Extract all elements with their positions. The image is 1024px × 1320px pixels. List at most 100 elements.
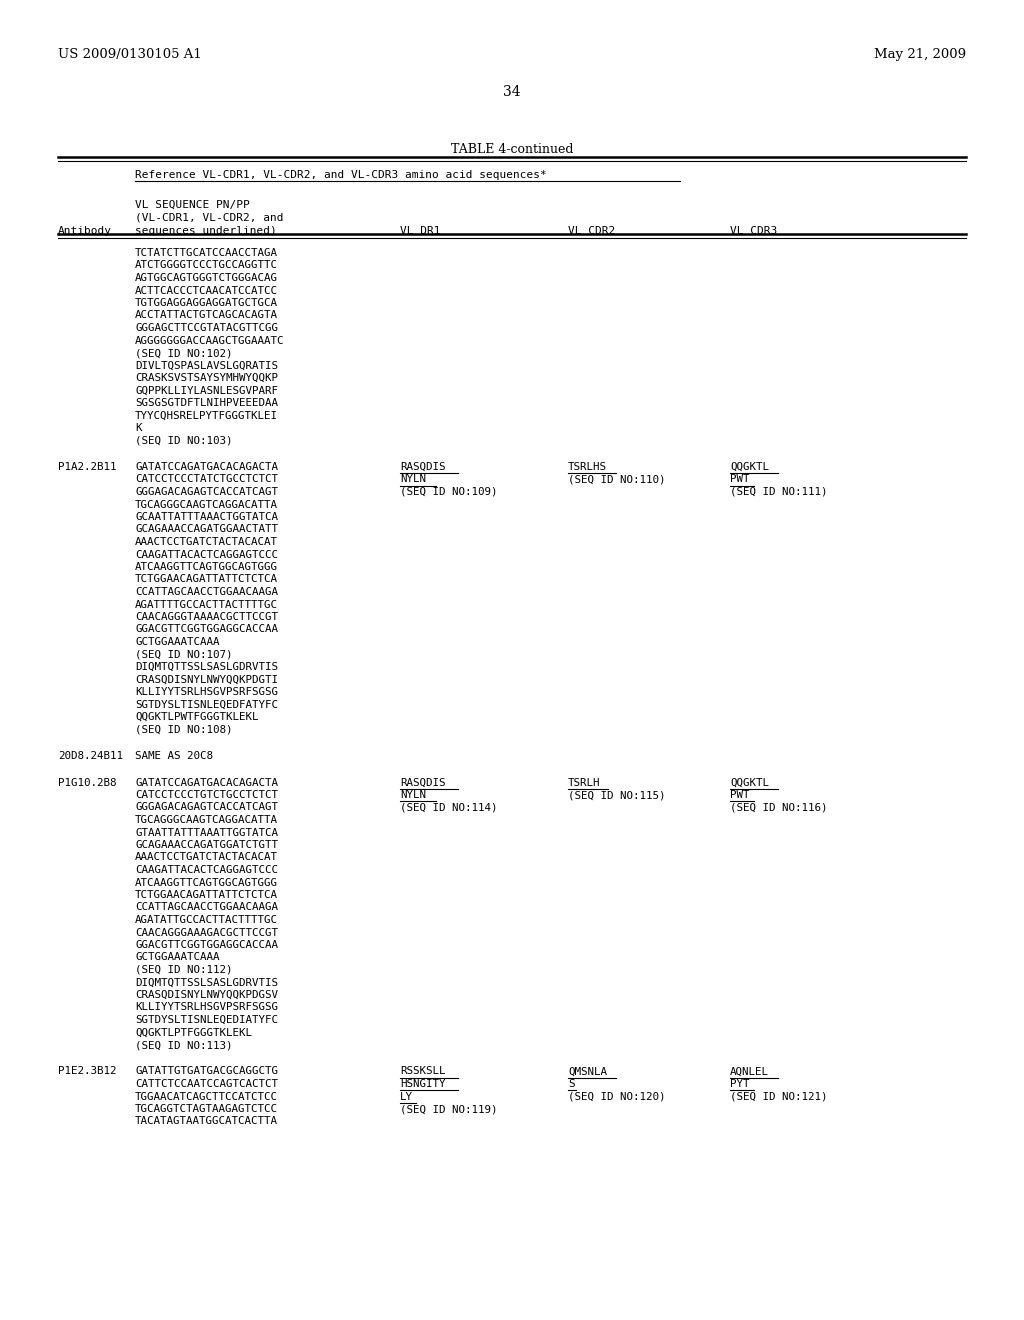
Text: GATATCCAGATGACACAGACTA: GATATCCAGATGACACAGACTA	[135, 777, 278, 788]
Text: GGACGTTCGGTGGAGGCACCAA: GGACGTTCGGTGGAGGCACCAA	[135, 624, 278, 635]
Text: AGGGGGGGACCAAGCTGGAAATC: AGGGGGGGACCAAGCTGGAAATC	[135, 335, 285, 346]
Text: ACCTATTACTGTCAGCACAGTA: ACCTATTACTGTCAGCACAGTA	[135, 310, 278, 321]
Text: ATCTGGGGTCCCTGCCAGGTTC: ATCTGGGGTCCCTGCCAGGTTC	[135, 260, 278, 271]
Text: VL SEQUENCE PN/PP: VL SEQUENCE PN/PP	[135, 201, 250, 210]
Text: S: S	[568, 1078, 574, 1089]
Text: QQGKTLPTFGGGTKLEKL: QQGKTLPTFGGGTKLEKL	[135, 1027, 252, 1038]
Text: CCATTAGCAACCTGGAACAAGA: CCATTAGCAACCTGGAACAAGA	[135, 587, 278, 597]
Text: AGTGGCAGTGGGTCTGGGACAG: AGTGGCAGTGGGTCTGGGACAG	[135, 273, 278, 282]
Text: CRASQDISNYLNWYQQKPDGTI: CRASQDISNYLNWYQQKPDGTI	[135, 675, 278, 685]
Text: (VL-CDR1, VL-CDR2, and: (VL-CDR1, VL-CDR2, and	[135, 213, 284, 223]
Text: CRASQDISNYLNWYQQKPDGSV: CRASQDISNYLNWYQQKPDGSV	[135, 990, 278, 1001]
Text: P1G10.2B8: P1G10.2B8	[58, 777, 117, 788]
Text: P1A2.2B11: P1A2.2B11	[58, 462, 117, 473]
Text: VL CDR3: VL CDR3	[730, 226, 777, 236]
Text: CAAGATTACACTCAGGAGTCCC: CAAGATTACACTCAGGAGTCCC	[135, 549, 278, 560]
Text: TGTGGAGGAGGAGGATGCTGCA: TGTGGAGGAGGAGGATGCTGCA	[135, 298, 278, 308]
Text: TCTATCTTGCATCCAACCTAGA: TCTATCTTGCATCCAACCTAGA	[135, 248, 278, 257]
Text: (SEQ ID NO:108): (SEQ ID NO:108)	[135, 725, 232, 734]
Text: K: K	[135, 422, 141, 433]
Text: NYLN: NYLN	[400, 789, 426, 800]
Text: GCAGAAACCAGATGGAACTATT: GCAGAAACCAGATGGAACTATT	[135, 524, 278, 535]
Text: AGATATTGCCACTTACTTTTGC: AGATATTGCCACTTACTTTTGC	[135, 915, 278, 925]
Text: PYT: PYT	[730, 1078, 750, 1089]
Text: KLLIYYTSRLHSGVPSRFSGSG: KLLIYYTSRLHSGVPSRFSGSG	[135, 686, 278, 697]
Text: TGGAACATCAGCTTCCATCTCC: TGGAACATCAGCTTCCATCTCC	[135, 1092, 278, 1101]
Text: VL DR1: VL DR1	[400, 226, 440, 236]
Text: GGGAGACAGAGTCACCATCAGT: GGGAGACAGAGTCACCATCAGT	[135, 803, 278, 813]
Text: ACTTCACCCTCAACATCCATCC: ACTTCACCCTCAACATCCATCC	[135, 285, 278, 296]
Text: DIQMTQTTSSLSASLGDRVTIS: DIQMTQTTSSLSASLGDRVTIS	[135, 663, 278, 672]
Text: RASQDIS: RASQDIS	[400, 462, 445, 473]
Text: (SEQ ID NO:107): (SEQ ID NO:107)	[135, 649, 232, 660]
Text: (SEQ ID NO:120): (SEQ ID NO:120)	[568, 1092, 666, 1101]
Text: TGCAGGTCTAGTAAGAGTCTCC: TGCAGGTCTAGTAAGAGTCTCC	[135, 1104, 278, 1114]
Text: TYYCQHSRELPYTFGGGTKLEI: TYYCQHSRELPYTFGGGTKLEI	[135, 411, 278, 421]
Text: (SEQ ID NO:119): (SEQ ID NO:119)	[400, 1104, 498, 1114]
Text: QMSNLA: QMSNLA	[568, 1067, 607, 1077]
Text: QQGKTL: QQGKTL	[730, 462, 769, 473]
Text: GGGAGACAGAGTCACCATCAGT: GGGAGACAGAGTCACCATCAGT	[135, 487, 278, 498]
Text: CATTCTCCAATCCAGTCACTCT: CATTCTCCAATCCAGTCACTCT	[135, 1078, 278, 1089]
Text: GQPPKLLIYLASNLESGVPARF: GQPPKLLIYLASNLESGVPARF	[135, 385, 278, 396]
Text: SGTDYSLTISNLEQEDFATYFC: SGTDYSLTISNLEQEDFATYFC	[135, 700, 278, 710]
Text: (SEQ ID NO:121): (SEQ ID NO:121)	[730, 1092, 827, 1101]
Text: VL CDR2: VL CDR2	[568, 226, 615, 236]
Text: GCTGGAAATCAAA: GCTGGAAATCAAA	[135, 638, 219, 647]
Text: TCTGGAACAGATTATTCTCTCA: TCTGGAACAGATTATTCTCTCA	[135, 890, 278, 900]
Text: (SEQ ID NO:111): (SEQ ID NO:111)	[730, 487, 827, 498]
Text: GTAATTATTTAAATTGGTATCA: GTAATTATTTAAATTGGTATCA	[135, 828, 278, 837]
Text: TSRLH: TSRLH	[568, 777, 600, 788]
Text: AAACTCCTGATCTACTACACAT: AAACTCCTGATCTACTACACAT	[135, 537, 278, 546]
Text: (SEQ ID NO:113): (SEQ ID NO:113)	[135, 1040, 232, 1049]
Text: May 21, 2009: May 21, 2009	[873, 48, 966, 61]
Text: GATATCCAGATGACACAGACTA: GATATCCAGATGACACAGACTA	[135, 462, 278, 473]
Text: QQGKTL: QQGKTL	[730, 777, 769, 788]
Text: 20D8.24B11: 20D8.24B11	[58, 751, 123, 762]
Text: CCATTAGCAACCTGGAACAAGA: CCATTAGCAACCTGGAACAAGA	[135, 903, 278, 912]
Text: (SEQ ID NO:102): (SEQ ID NO:102)	[135, 348, 232, 358]
Text: P1E2.3B12: P1E2.3B12	[58, 1067, 117, 1077]
Text: ATCAAGGTTCAGTGGCAGTGGG: ATCAAGGTTCAGTGGCAGTGGG	[135, 562, 278, 572]
Text: PWT: PWT	[730, 474, 750, 484]
Text: GGGAGCTTCCGTATACGTTCGG: GGGAGCTTCCGTATACGTTCGG	[135, 323, 278, 333]
Text: RASQDIS: RASQDIS	[400, 777, 445, 788]
Text: sequences underlined): sequences underlined)	[135, 226, 276, 236]
Text: (SEQ ID NO:115): (SEQ ID NO:115)	[568, 789, 666, 800]
Text: (SEQ ID NO:114): (SEQ ID NO:114)	[400, 803, 498, 813]
Text: TGCAGGGCAAGTCAGGACATTA: TGCAGGGCAAGTCAGGACATTA	[135, 814, 278, 825]
Text: SAME AS 20C8: SAME AS 20C8	[135, 751, 213, 762]
Text: GCAGAAACCAGATGGATCTGTT: GCAGAAACCAGATGGATCTGTT	[135, 840, 278, 850]
Text: AGATTTTGCCACTTACTTTTGC: AGATTTTGCCACTTACTTTTGC	[135, 599, 278, 610]
Text: CAACAGGGAAAGACGCTTCCGT: CAACAGGGAAAGACGCTTCCGT	[135, 928, 278, 937]
Text: (SEQ ID NO:112): (SEQ ID NO:112)	[135, 965, 232, 975]
Text: LY: LY	[400, 1092, 413, 1101]
Text: GGACGTTCGGTGGAGGCACCAA: GGACGTTCGGTGGAGGCACCAA	[135, 940, 278, 950]
Text: CRASKSVSTSAYSYMHWYQQKP: CRASKSVSTSAYSYMHWYQQKP	[135, 374, 278, 383]
Text: (SEQ ID NO:110): (SEQ ID NO:110)	[568, 474, 666, 484]
Text: US 2009/0130105 A1: US 2009/0130105 A1	[58, 48, 202, 61]
Text: TABLE 4-continued: TABLE 4-continued	[451, 143, 573, 156]
Text: 34: 34	[503, 84, 521, 99]
Text: DIQMTQTTSSLSASLGDRVTIS: DIQMTQTTSSLSASLGDRVTIS	[135, 978, 278, 987]
Text: TSRLHS: TSRLHS	[568, 462, 607, 473]
Text: AAACTCCTGATCTACTACACAT: AAACTCCTGATCTACTACACAT	[135, 853, 278, 862]
Text: (SEQ ID NO:109): (SEQ ID NO:109)	[400, 487, 498, 498]
Text: CAACAGGGTAAAACGCTTCCGT: CAACAGGGTAAAACGCTTCCGT	[135, 612, 278, 622]
Text: CATCCTCCCTGTCTGCCTCTCT: CATCCTCCCTGTCTGCCTCTCT	[135, 789, 278, 800]
Text: NYLN: NYLN	[400, 474, 426, 484]
Text: Antibody: Antibody	[58, 226, 112, 236]
Text: SGTDYSLTISNLEQEDIATYFC: SGTDYSLTISNLEQEDIATYFC	[135, 1015, 278, 1026]
Text: RSSKSLL: RSSKSLL	[400, 1067, 445, 1077]
Text: GATATTGTGATGACGCAGGCTG: GATATTGTGATGACGCAGGCTG	[135, 1067, 278, 1077]
Text: CATCCTCCCTATCTGCCTCTCT: CATCCTCCCTATCTGCCTCTCT	[135, 474, 278, 484]
Text: TCTGGAACAGATTATTCTCTCA: TCTGGAACAGATTATTCTCTCA	[135, 574, 278, 585]
Text: QQGKTLPWTFGGGTKLEKL: QQGKTLPWTFGGGTKLEKL	[135, 711, 258, 722]
Text: (SEQ ID NO:103): (SEQ ID NO:103)	[135, 436, 232, 446]
Text: AQNLEL: AQNLEL	[730, 1067, 769, 1077]
Text: Reference VL-CDR1, VL-CDR2, and VL-CDR3 amino acid sequences*: Reference VL-CDR1, VL-CDR2, and VL-CDR3 …	[135, 170, 547, 180]
Text: GCTGGAAATCAAA: GCTGGAAATCAAA	[135, 953, 219, 962]
Text: GCAATTATTTAAACTGGTATCA: GCAATTATTTAAACTGGTATCA	[135, 512, 278, 521]
Text: CAAGATTACACTCAGGAGTCCC: CAAGATTACACTCAGGAGTCCC	[135, 865, 278, 875]
Text: PWT: PWT	[730, 789, 750, 800]
